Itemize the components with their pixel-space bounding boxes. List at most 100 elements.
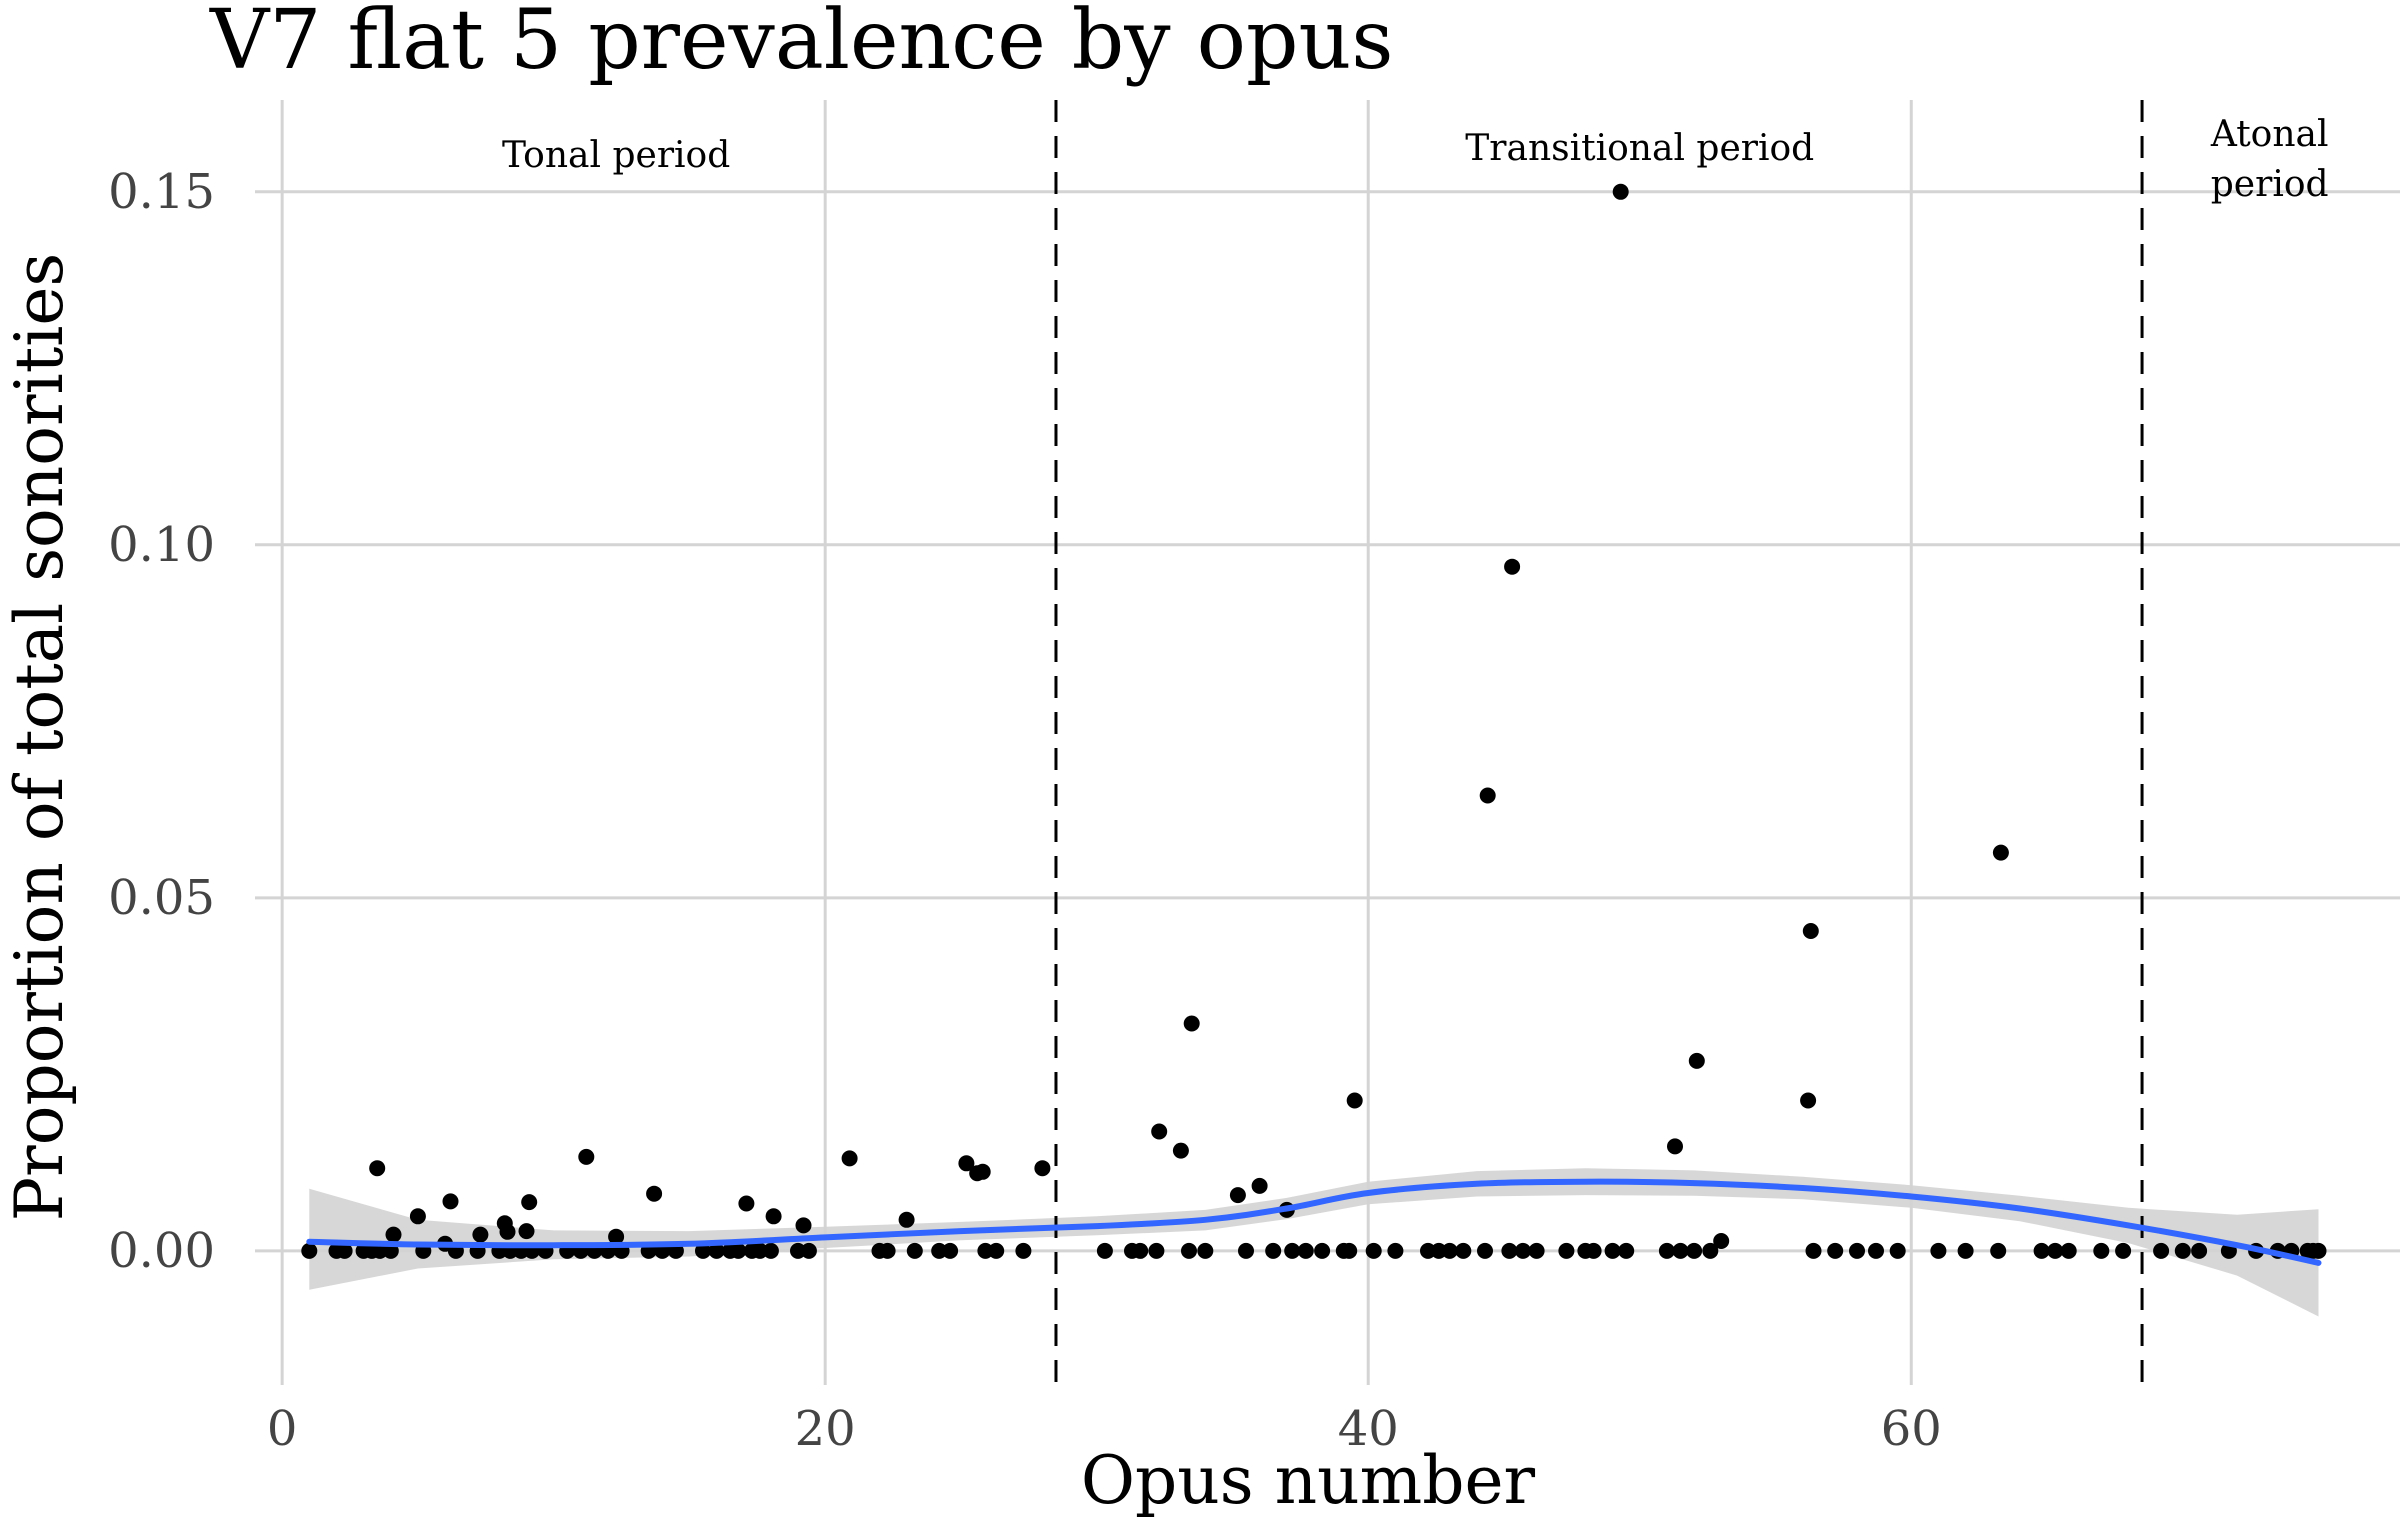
data-point (1827, 1242, 1844, 1259)
data-point (1802, 923, 1819, 939)
data-point (646, 1185, 663, 1202)
data-point (608, 1228, 625, 1245)
data-point (988, 1242, 1005, 1259)
data-point (2060, 1242, 2077, 1259)
data-point (1132, 1242, 1149, 1259)
data-point (2174, 1242, 2191, 1259)
data-point (1990, 1242, 2007, 1259)
data-point (695, 1242, 711, 1259)
y-tick-label: 0.10 (108, 517, 215, 573)
data-point (1148, 1242, 1165, 1259)
data-point (1477, 1242, 1493, 1259)
data-point (1479, 787, 1496, 804)
data-point (1604, 1242, 1621, 1259)
data-point (2310, 1242, 2327, 1259)
data-point (336, 1242, 353, 1259)
data-point (942, 1242, 959, 1259)
y-axis-title: Proportion of total sonorities (1, 253, 78, 1222)
data-point (738, 1195, 755, 1212)
data-point (518, 1223, 535, 1240)
period-label-line: Tonal period (502, 135, 730, 176)
data-point (1667, 1138, 1683, 1155)
data-point (301, 1242, 318, 1259)
data-point (1341, 1242, 1358, 1259)
data-point (1849, 1242, 1865, 1259)
data-point (879, 1242, 896, 1259)
y-tick-label: 0.05 (108, 870, 215, 926)
data-point (2115, 1242, 2132, 1259)
period-labels: Tonal period Transitional period Atonal per… (502, 114, 2329, 205)
data-point (369, 1160, 386, 1177)
data-point (1238, 1242, 1254, 1259)
data-point (795, 1217, 812, 1234)
period-label: Tonal period (502, 135, 730, 176)
data-point (1172, 1142, 1189, 1159)
data-point (1672, 1242, 1689, 1259)
smooth-trend-line (306, 1178, 2322, 1266)
data-point (1455, 1242, 1472, 1259)
data-point (1658, 1242, 1675, 1259)
data-point (1515, 1242, 1531, 1259)
period-label-line: Atonal (2210, 114, 2329, 155)
data-point (2047, 1242, 2064, 1259)
x-tick-label: 20 (795, 1401, 856, 1457)
data-point (1015, 1242, 1032, 1259)
data-point (1346, 1092, 1363, 1109)
data-point (1558, 1242, 1575, 1259)
data-point (442, 1193, 459, 1210)
data-point (974, 1163, 991, 1180)
data-points (301, 183, 2327, 1259)
data-point (385, 1226, 402, 1243)
x-axis-title: Opus number (1081, 1442, 1536, 1519)
data-point (1096, 1242, 1113, 1259)
y-tick-label: 0.00 (108, 1223, 215, 1279)
data-point (1229, 1187, 1246, 1204)
data-point (958, 1155, 975, 1172)
data-point (1618, 1242, 1635, 1259)
axis-tick-labels: 0 20 40 60 0.00 0.05 0.10 0.15 (108, 164, 1942, 1457)
data-point (1957, 1242, 1974, 1259)
data-point (1265, 1242, 1282, 1259)
data-point (1314, 1242, 1331, 1259)
data-point (1800, 1092, 1817, 1109)
period-label-line: period (2211, 164, 2329, 205)
data-point (1868, 1242, 1884, 1259)
data-point (898, 1211, 915, 1228)
data-point (409, 1208, 426, 1225)
x-tick-label: 40 (1338, 1401, 1399, 1457)
y-tick-label: 0.15 (108, 164, 215, 220)
data-point (521, 1194, 538, 1211)
chart-title: V7 flat 5 prevalence by opus (209, 0, 1393, 88)
data-point (1713, 1233, 1730, 1249)
data-point (1197, 1242, 1214, 1259)
data-point (2191, 1242, 2208, 1259)
smooth-line-layer (306, 1178, 2322, 1266)
data-point (1183, 1015, 1200, 1032)
data-point (1181, 1242, 1197, 1259)
data-point (1504, 558, 1521, 575)
data-point (1441, 1242, 1458, 1259)
data-point (1930, 1242, 1947, 1259)
data-point (800, 1242, 817, 1259)
data-point (1702, 1242, 1719, 1259)
period-label-line: Transitional period (1465, 128, 1814, 169)
x-tick-label: 0 (267, 1401, 298, 1457)
x-tick-label: 60 (1881, 1401, 1942, 1457)
data-point (1688, 1052, 1705, 1069)
data-point (1992, 844, 2009, 861)
data-point (841, 1150, 858, 1167)
data-point (730, 1242, 747, 1259)
data-point (1889, 1242, 1906, 1259)
period-label: Atonal period (2210, 114, 2329, 205)
data-point (1805, 1242, 1822, 1259)
data-point (578, 1148, 595, 1165)
data-point (1284, 1242, 1301, 1259)
data-point (1297, 1242, 1314, 1259)
data-point (1251, 1177, 1268, 1194)
data-point (1585, 1242, 1602, 1259)
data-point (2153, 1242, 2170, 1259)
data-point (708, 1242, 725, 1259)
data-point (1387, 1242, 1404, 1259)
